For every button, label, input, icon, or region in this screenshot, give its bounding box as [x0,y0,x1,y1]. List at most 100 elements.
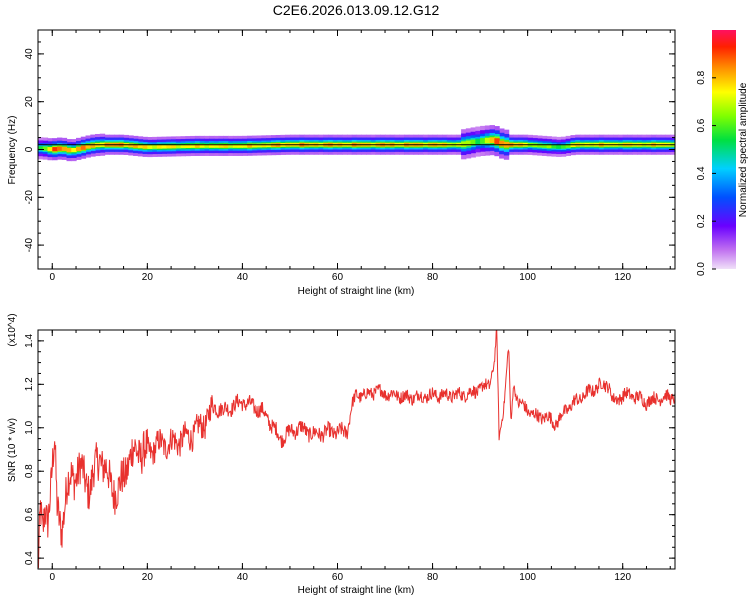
x-tick-label: 0 [49,572,55,583]
spectrogram-cell [541,144,548,148]
y-tick-label: -20 [24,190,35,205]
x-tick-label: 20 [142,572,154,583]
y-tick-label: 0 [24,146,35,152]
spectrogram-cell [47,147,53,152]
spectrogram-cell [551,144,557,149]
y-tick-label: 20 [24,96,35,108]
x-tick-label: 120 [614,572,631,583]
y-tick-label: 1.0 [24,420,35,434]
spectrogram-cell [57,146,63,151]
spectrogram-image [38,125,675,162]
spectrogram-cell [199,144,205,148]
spectrogram-cell [180,144,186,149]
spectrogram-cell [546,144,552,149]
snr-x-axis-label: Height of straight line (km) [298,585,415,596]
spectrogram-cell [232,144,239,148]
spectrogram-cell [475,138,481,145]
spectrogram-cell [565,144,572,148]
chart-title: C2E6.2026.013.09.12.G12 [273,2,440,18]
y-tick-label: 1.4 [24,333,35,347]
spectrogram-cell [137,144,144,149]
spectrogram-cell [494,138,500,145]
spectrogram-cell [142,144,148,149]
colorbar-tick-label: 0.6 [696,118,707,132]
x-tick-label: 20 [142,272,154,283]
x-tick-label: 40 [237,572,249,583]
spectrogram-cell [213,144,220,148]
colorbar-tick-label: 0.8 [696,70,707,84]
y-tick-label: 0.8 [24,464,35,478]
spectrogram-y-axis-label: Frequency (Hz) [7,116,18,185]
x-tick-label: 100 [519,272,536,283]
spectrogram-cell [532,143,538,148]
x-tick-label: 100 [519,572,536,583]
spectrogram-cell [251,143,258,148]
colorbar: 0.0 0.2 0.4 0.6 0.8 Normalized spectral ampl… [696,30,749,276]
y-tick-label: 0.4 [24,551,35,565]
spectrogram-cell [185,144,191,148]
y-tick-label: 0.6 [24,507,35,521]
spectrogram-cell [152,145,158,149]
spectrogram-panel: 0 20 40 60 80 100 120 -40 -20 0 20 40 Height of str… [7,29,676,297]
colorbar-ticks: 0.0 0.2 0.4 0.6 0.8 [696,70,716,276]
colorbar-gradient [712,30,736,269]
snr-series-line [38,330,675,568]
spectrogram-cell [465,140,472,147]
spectrogram-cell [66,147,72,153]
x-tick-label: 80 [427,572,439,583]
spectrogram-cell [161,144,167,149]
spectrogram-cell [209,144,215,148]
spectrogram-cell [537,143,543,148]
colorbar-tick-label: 0.2 [696,214,707,228]
spectrogram-cell [190,144,196,148]
x-tick-label: 80 [427,272,439,283]
colorbar-tick-label: 0.0 [696,262,707,276]
spectrogram-cell [166,144,172,149]
spectrogram-cell [42,146,49,151]
spectrogram-cell [194,144,201,148]
colorbar-tick-label: 0.4 [696,166,707,180]
x-tick-label: 60 [332,572,344,583]
spectrogram-cell [256,143,263,148]
spectrogram-cell [85,144,91,149]
spectrogram-cell [80,145,87,150]
spectrogram-cell [61,146,68,152]
spectrogram-cell [223,144,229,148]
spectrogram-cell [128,143,134,148]
spectrogram-cell [247,143,253,148]
spectrogram-cell [147,145,153,149]
spectrogram-cell [266,143,272,148]
y-tick-label: -40 [24,237,35,252]
spectrogram-cell [484,137,491,144]
spectrogram-cell [489,137,495,144]
y-tick-label: 1.2 [24,377,35,391]
spectrogram-cell [171,144,177,149]
spectrogram-cell [156,144,163,149]
spectrogram-cell [204,144,210,148]
spectrogram-cell [228,144,234,148]
spectrogram-cell [90,143,96,148]
x-tick-label: 120 [614,272,631,283]
x-tick-label: 40 [237,272,249,283]
snr-y-axis-label: SNR (10 * v/v) [7,418,18,482]
snr-y-multiplier: (x10^4) [7,313,18,346]
spectrogram-x-axis-label: Height of straight line (km) [298,286,415,297]
spectrogram-cell [470,139,476,146]
spectrogram-cell [38,146,44,151]
spectrogram-cell [556,145,562,149]
x-tick-label: 60 [332,272,344,283]
spectrogram-cell [261,143,267,148]
spectrogram-cell [133,144,139,148]
colorbar-label: Normalized spectral amplitude [738,82,749,217]
spectrogram-cell [175,144,182,149]
spectrogram-cell [76,146,82,152]
spectrogram-cell [242,143,248,148]
y-tick-label: 40 [24,48,35,60]
spectrogram-cell [52,147,58,152]
spectrogram-cell [560,144,567,149]
spectrogram-cell [237,144,244,148]
snr-panel: 0 20 40 60 80 100 120 0.4 0.6 0.8 1.0 1.2 1.4 Height… [7,313,676,596]
spectrogram-cell [71,147,77,153]
spectrogram-cell [480,138,486,144]
